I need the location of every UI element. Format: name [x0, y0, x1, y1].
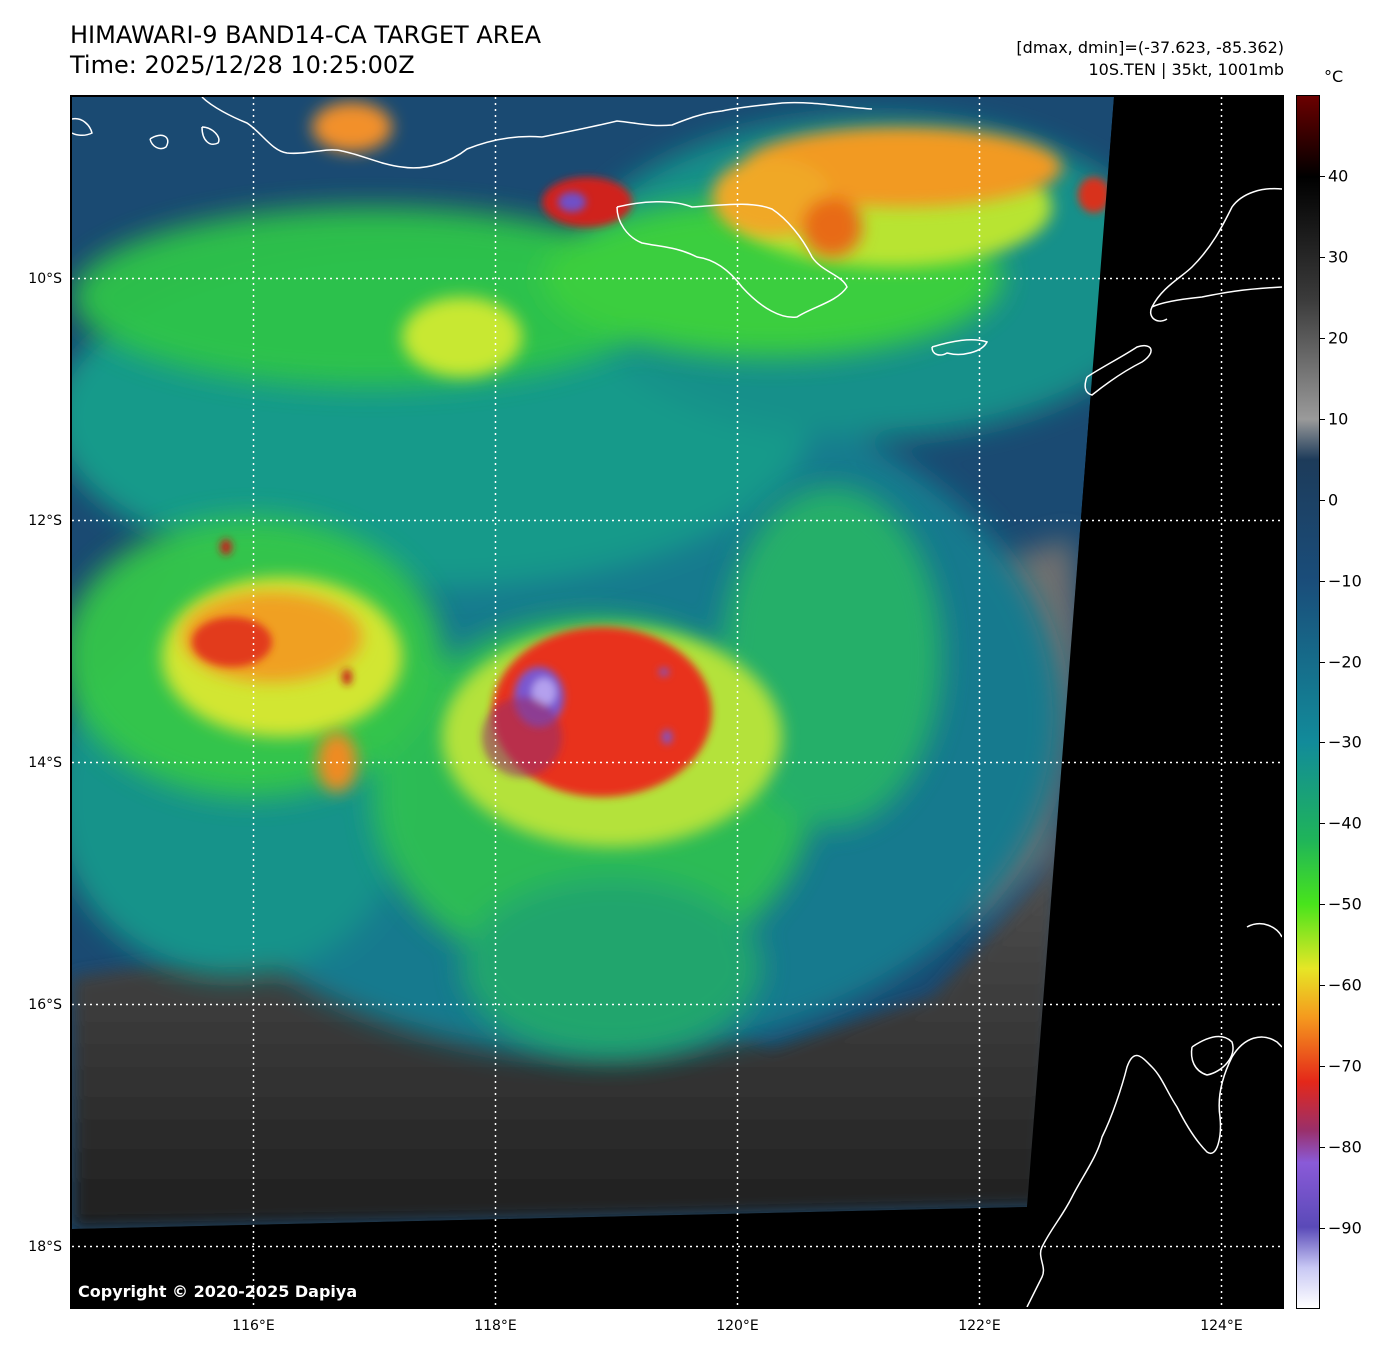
colorbar-tick-label: −90	[1328, 1218, 1362, 1238]
colorbar-tick-mark	[1320, 499, 1325, 501]
lat-tick-label: 10°S	[28, 270, 62, 287]
title-line-1: HIMAWARI-9 BAND14-CA TARGET AREA	[70, 21, 542, 49]
colorbar-tick-mark	[1320, 1147, 1325, 1149]
colorbar-tick-mark	[1320, 418, 1325, 420]
lon-tick-label: 120°E	[716, 1318, 759, 1334]
lat-tick-label: 18°S	[28, 1238, 62, 1255]
colorbar-tick-label: −20	[1328, 652, 1362, 672]
title-line-2: Time: 2025/12/28 10:25:00Z	[70, 51, 415, 79]
colorbar-tick-label: −10	[1328, 571, 1362, 591]
colorbar-tick-mark	[1320, 1066, 1325, 1068]
colorbar-tick-label: 0	[1328, 490, 1339, 510]
lat-tick-label: 12°S	[28, 512, 62, 529]
colorbar-tick-label: −60	[1328, 975, 1362, 995]
storm-metadata: [dmax, dmin]=(-37.623, -85.362) 10S.TEN …	[1016, 37, 1284, 81]
colorbar-tick-mark	[1320, 337, 1325, 339]
satellite-imagery	[72, 97, 1282, 1307]
colorbar-unit: °C	[1324, 67, 1344, 86]
coastlines	[72, 97, 1282, 1307]
colorbar-tick-mark	[1320, 985, 1325, 987]
lat-tick-label: 16°S	[28, 996, 62, 1013]
chart-title: HIMAWARI-9 BAND14-CA TARGET AREA Time: 2…	[70, 20, 541, 80]
colorbar-tick-label: −70	[1328, 1056, 1362, 1076]
colorbar-tick-mark	[1320, 1228, 1325, 1230]
data-range-text: [dmax, dmin]=(-37.623, -85.362)	[1016, 38, 1284, 57]
colorbar-tick-mark	[1320, 661, 1325, 663]
colorbar-tick-label: −30	[1328, 732, 1362, 752]
lon-tick-label: 124°E	[1200, 1318, 1243, 1334]
colorbar-tick-label: 30	[1328, 247, 1349, 267]
copyright-text: Copyright © 2020-2025 Dapiya	[78, 1282, 358, 1301]
colorbar-tick-label: −40	[1328, 813, 1362, 833]
colorbar-tick-label: −50	[1328, 894, 1362, 914]
colorbar-tick-label: 10	[1328, 409, 1349, 429]
storm-info-text: 10S.TEN | 35kt, 1001mb	[1088, 60, 1284, 79]
colorbar	[1296, 95, 1320, 1309]
colorbar-tick-mark	[1320, 742, 1325, 744]
graticule	[72, 97, 1282, 1307]
colorbar-tick-mark	[1320, 175, 1325, 177]
colorbar-tick-mark	[1320, 580, 1325, 582]
colorbar-tick-label: 20	[1328, 328, 1349, 348]
lon-tick-label: 118°E	[474, 1318, 517, 1334]
imagery-swath	[72, 97, 1172, 1229]
colorbar-tick-mark	[1320, 904, 1325, 906]
lon-tick-label: 122°E	[958, 1318, 1001, 1334]
colorbar-tick-label: 40	[1328, 166, 1349, 186]
no-data-region	[72, 97, 1282, 1307]
colorbar-tick-mark	[1320, 256, 1325, 258]
lat-tick-label: 14°S	[28, 754, 62, 771]
satellite-map[interactable]: Copyright © 2020-2025 Dapiya	[70, 95, 1284, 1309]
lon-tick-label: 116°E	[232, 1318, 275, 1334]
colorbar-tick-mark	[1320, 823, 1325, 825]
colorbar-tick-label: −80	[1328, 1137, 1362, 1157]
